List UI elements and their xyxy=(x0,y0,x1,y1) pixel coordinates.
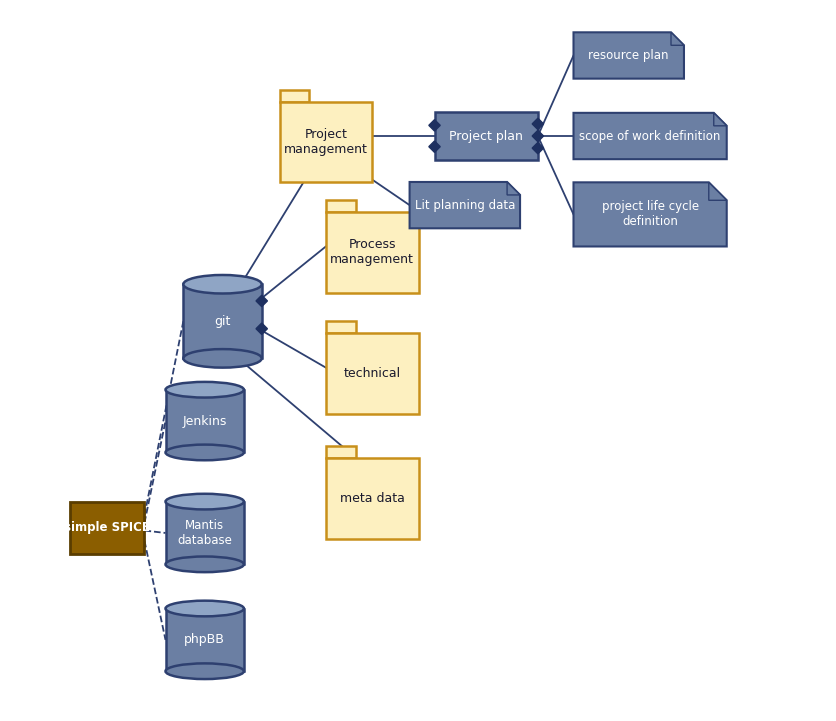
Text: Mantis
database: Mantis database xyxy=(177,519,232,547)
Text: project life cycle
definition: project life cycle definition xyxy=(601,200,698,229)
Ellipse shape xyxy=(166,663,243,679)
Polygon shape xyxy=(507,182,519,195)
FancyBboxPatch shape xyxy=(183,284,262,358)
Text: Jenkins: Jenkins xyxy=(182,415,227,428)
FancyBboxPatch shape xyxy=(325,200,355,212)
FancyBboxPatch shape xyxy=(279,102,372,182)
Polygon shape xyxy=(532,118,543,130)
FancyBboxPatch shape xyxy=(325,212,418,293)
Polygon shape xyxy=(428,120,440,131)
FancyBboxPatch shape xyxy=(166,609,243,671)
Ellipse shape xyxy=(166,557,243,572)
Ellipse shape xyxy=(166,494,243,510)
Polygon shape xyxy=(708,182,726,200)
FancyBboxPatch shape xyxy=(325,458,418,539)
Text: technical: technical xyxy=(344,367,400,380)
Ellipse shape xyxy=(183,275,262,293)
Text: phpBB: phpBB xyxy=(184,633,225,646)
FancyBboxPatch shape xyxy=(325,446,355,458)
FancyBboxPatch shape xyxy=(166,390,243,453)
Polygon shape xyxy=(532,143,543,154)
Polygon shape xyxy=(409,182,519,229)
Ellipse shape xyxy=(166,601,243,616)
Polygon shape xyxy=(532,131,543,142)
FancyBboxPatch shape xyxy=(69,503,145,554)
Text: scope of work definition: scope of work definition xyxy=(579,130,720,143)
FancyBboxPatch shape xyxy=(434,112,538,160)
Text: Process
management: Process management xyxy=(330,239,414,267)
Ellipse shape xyxy=(166,445,243,460)
Polygon shape xyxy=(670,32,683,45)
Polygon shape xyxy=(256,323,267,335)
FancyBboxPatch shape xyxy=(279,89,308,102)
Polygon shape xyxy=(256,295,267,306)
Polygon shape xyxy=(713,113,726,126)
Text: meta data: meta data xyxy=(339,492,404,505)
Text: resource plan: resource plan xyxy=(588,49,668,62)
Text: Lit planning data: Lit planning data xyxy=(414,199,514,212)
Text: git: git xyxy=(214,315,231,328)
FancyBboxPatch shape xyxy=(325,322,355,333)
Polygon shape xyxy=(573,32,683,79)
Text: Project
management: Project management xyxy=(283,128,367,156)
Polygon shape xyxy=(573,113,726,159)
Ellipse shape xyxy=(183,349,262,368)
Polygon shape xyxy=(428,141,440,152)
Text: simple SPICE: simple SPICE xyxy=(64,521,150,534)
Ellipse shape xyxy=(166,382,243,397)
FancyBboxPatch shape xyxy=(325,333,418,414)
FancyBboxPatch shape xyxy=(166,502,243,565)
Text: Project plan: Project plan xyxy=(449,130,522,143)
Polygon shape xyxy=(573,182,726,247)
